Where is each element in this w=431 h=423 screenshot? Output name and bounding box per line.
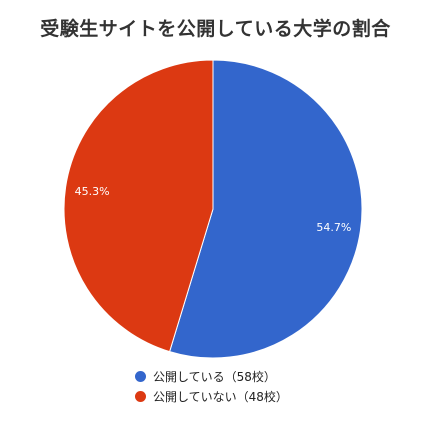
pie-slice-not-published[interactable]	[63, 59, 214, 353]
legend-item-published[interactable]: 公開している（58校）	[135, 366, 288, 386]
pie-slice-published[interactable]	[169, 59, 363, 359]
pie-slices	[63, 59, 363, 359]
pie-label-not-published: 45.3%	[75, 185, 110, 198]
legend-label-published: 公開している（58校）	[153, 369, 276, 384]
legend-swatch-not-published	[135, 390, 146, 402]
pie-labels: 54.7% 45.3%	[75, 185, 352, 234]
legend-item-not-published[interactable]: 公開していない（48校）	[135, 386, 288, 406]
legend: 公開している（58校） 公開していない（48校）	[135, 366, 288, 406]
pie-label-published: 54.7%	[316, 221, 351, 234]
legend-label-not-published: 公開していない（48校）	[153, 389, 288, 404]
legend-swatch-published	[135, 370, 146, 382]
chart-title: 受験生サイトを公開している大学の割合	[40, 18, 391, 40]
